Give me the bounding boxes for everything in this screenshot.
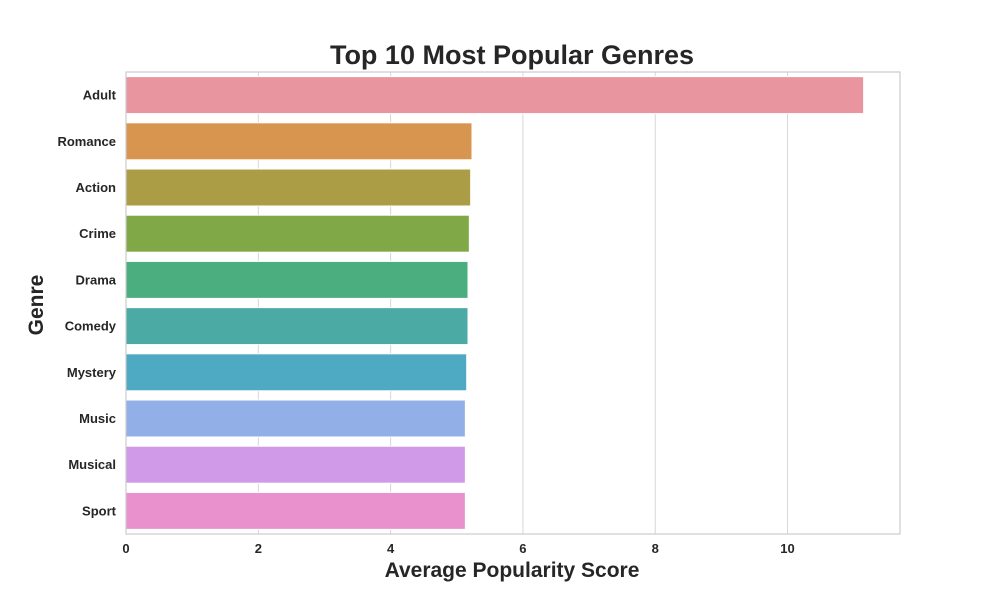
y-tick-label: Adult [83,88,117,103]
bar-sport [125,491,466,530]
y-axis-label: Genre [25,275,48,336]
x-tick-label: 6 [519,541,526,556]
x-tick-label: 10 [780,541,794,556]
y-tick-label: Comedy [65,319,117,334]
bar-music [125,399,466,438]
chart-title: Top 10 Most Popular Genres [330,40,694,70]
bar-mystery [125,353,468,392]
x-tick-labels: 0 2 4 6 8 10 [122,541,794,556]
bar-adult [125,76,865,115]
x-axis-label: Average Popularity Score [385,559,640,582]
y-tick-label: Romance [57,134,116,149]
bar-romance [125,122,473,161]
y-tick-label: Action [76,180,117,195]
y-tick-label: Sport [82,503,117,518]
bar-action [125,168,472,207]
x-tick-label: 4 [387,541,395,556]
bar-drama [125,260,469,299]
x-tick-label: 2 [255,541,262,556]
y-tick-label: Crime [79,226,116,241]
bar-comedy [125,307,469,346]
plot-frame [125,71,901,535]
y-tick-label: Music [79,411,116,426]
y-tick-label: Musical [68,457,116,472]
x-tick-label: 8 [652,541,659,556]
bar-crime [125,214,470,253]
y-tick-label: Mystery [67,365,117,380]
bars [125,76,865,530]
y-tick-label: Drama [76,272,117,287]
x-tick-label: 0 [122,541,129,556]
y-tick-labels: Adult Romance Action Crime Drama Comedy Myster… [57,88,116,519]
bar-musical [125,445,466,484]
